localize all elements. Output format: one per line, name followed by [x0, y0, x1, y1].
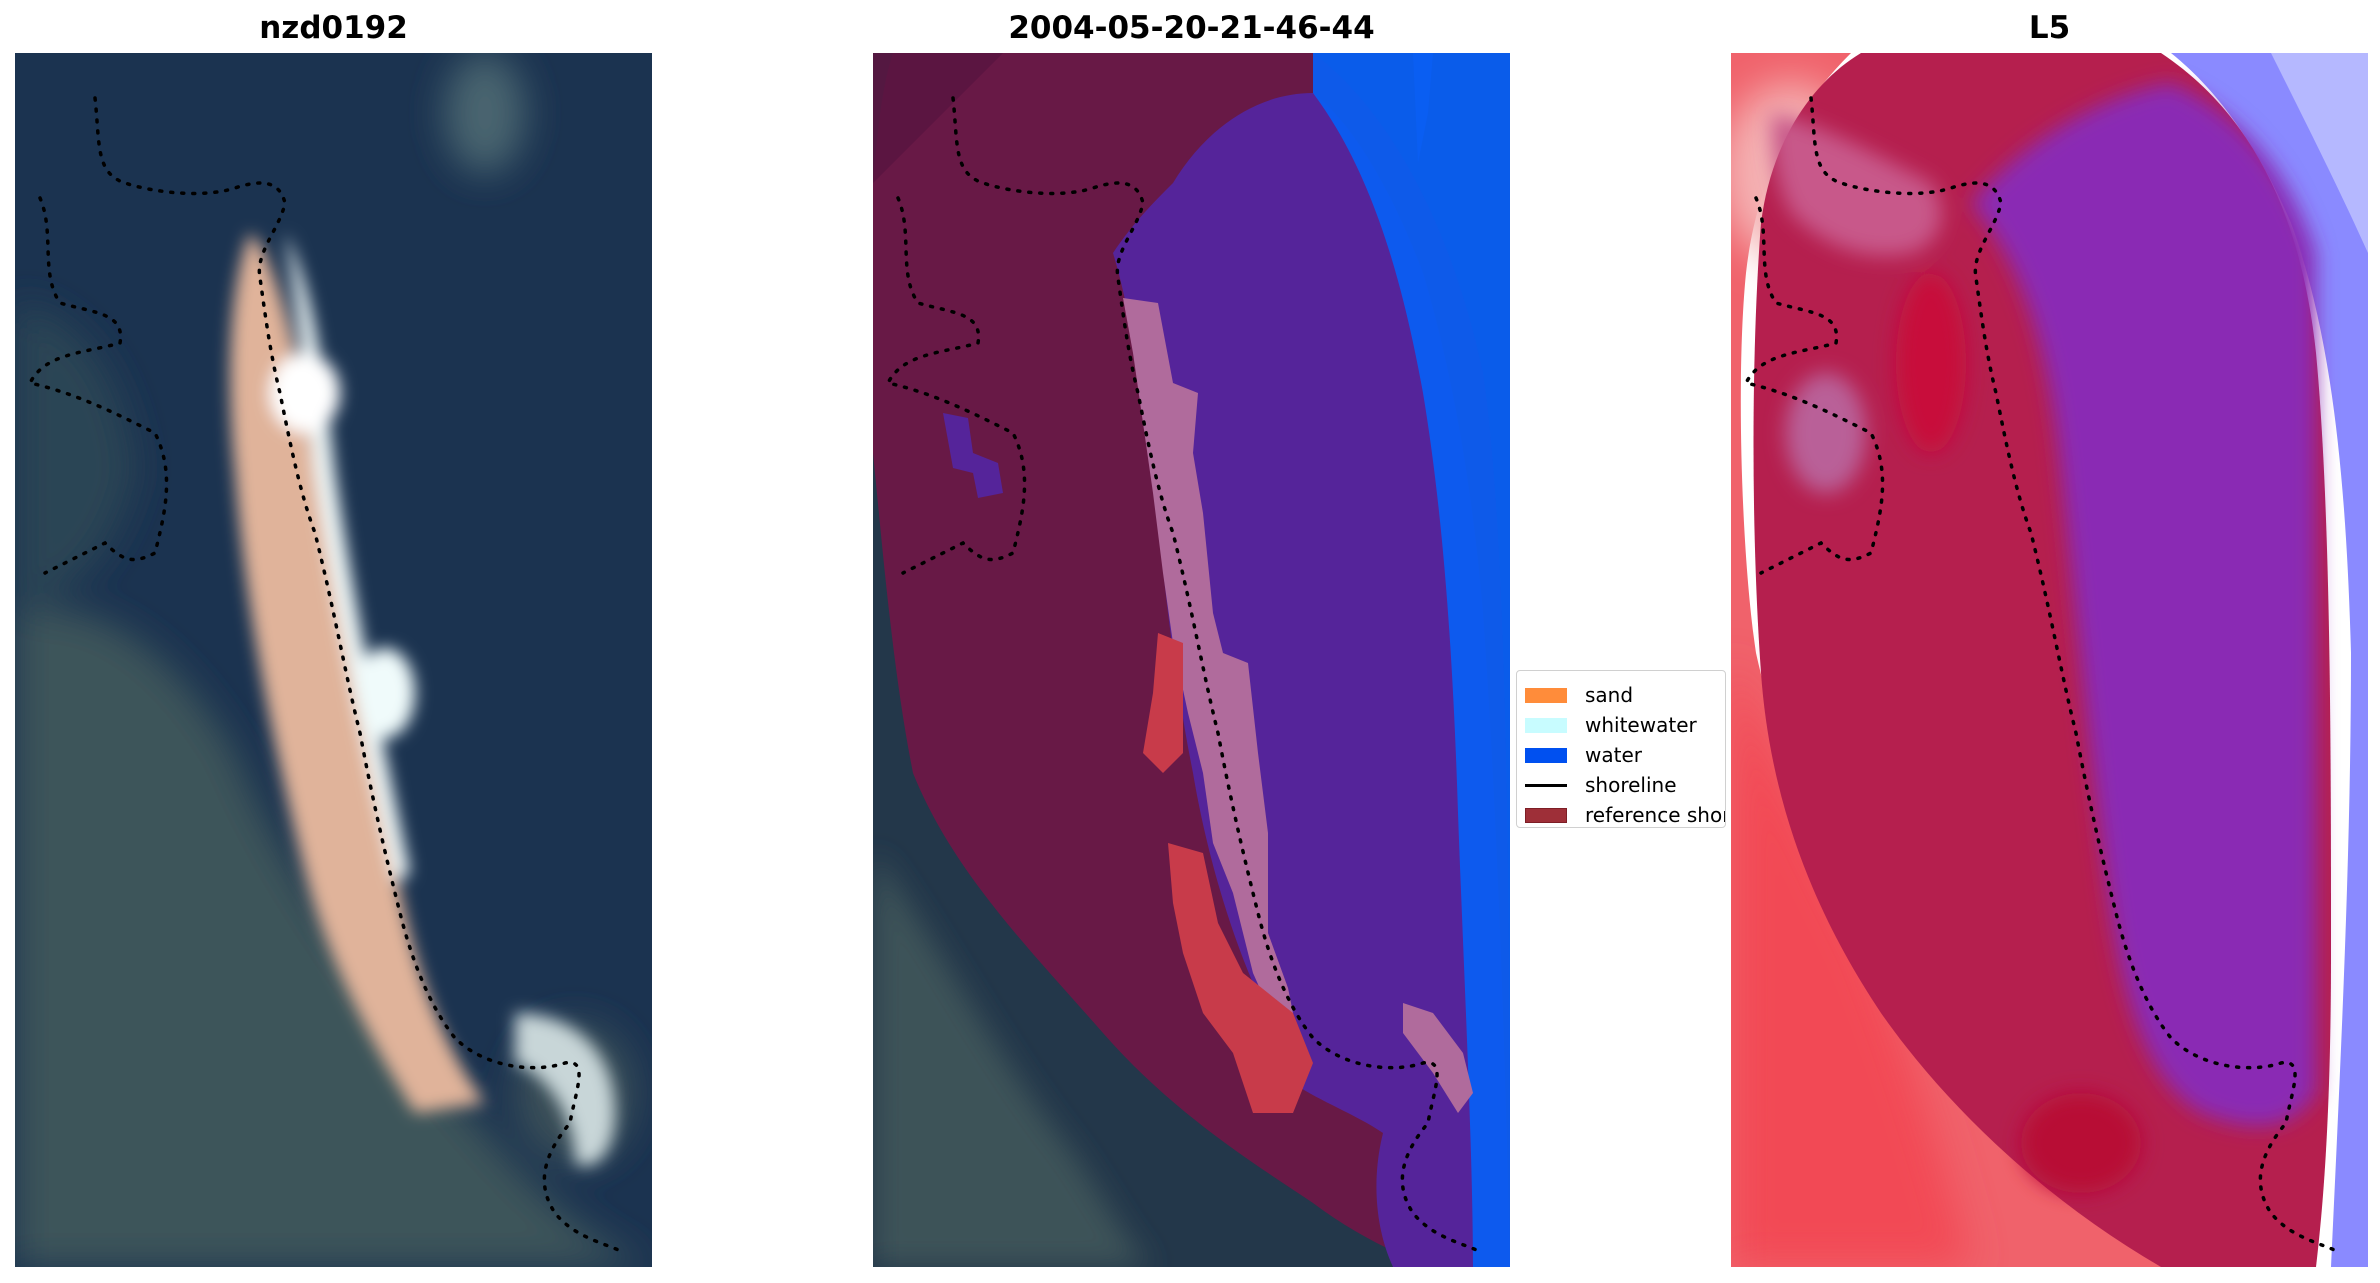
- legend: sand whitewater water shoreline referenc…: [1516, 670, 1726, 828]
- panel-title-satellite: L5: [2028, 10, 2071, 46]
- panel-title-site: nzd0192: [259, 10, 408, 46]
- reference-shoreline-classified: [885, 96, 1485, 1255]
- sand-class: [1143, 633, 1183, 773]
- panel-title-date: 2004-05-20-21-46-44: [1008, 10, 1375, 46]
- reference-shoreline-index: [1743, 96, 2343, 1255]
- reference-shoreline-rgb: [27, 96, 627, 1255]
- water-class: [1113, 93, 1510, 1267]
- whitewater-class: [1123, 298, 1293, 1018]
- classified-image: [873, 53, 1510, 1267]
- index-image-panel: [1731, 53, 2368, 1267]
- legend-swatch-sand: [1525, 688, 1567, 703]
- legend-swatch-shoreline: [1525, 784, 1567, 787]
- rgb-image-panel: [15, 53, 652, 1267]
- classified-image-panel: [873, 53, 1510, 1267]
- deep-water-class: [1313, 53, 1510, 1267]
- legend-swatch-reference-shoreline: [1525, 808, 1567, 823]
- legend-swatch-water: [1525, 748, 1567, 763]
- index-image: [1731, 53, 2368, 1267]
- rgb-image: [15, 53, 652, 1267]
- legend-swatch-whitewater: [1525, 718, 1567, 733]
